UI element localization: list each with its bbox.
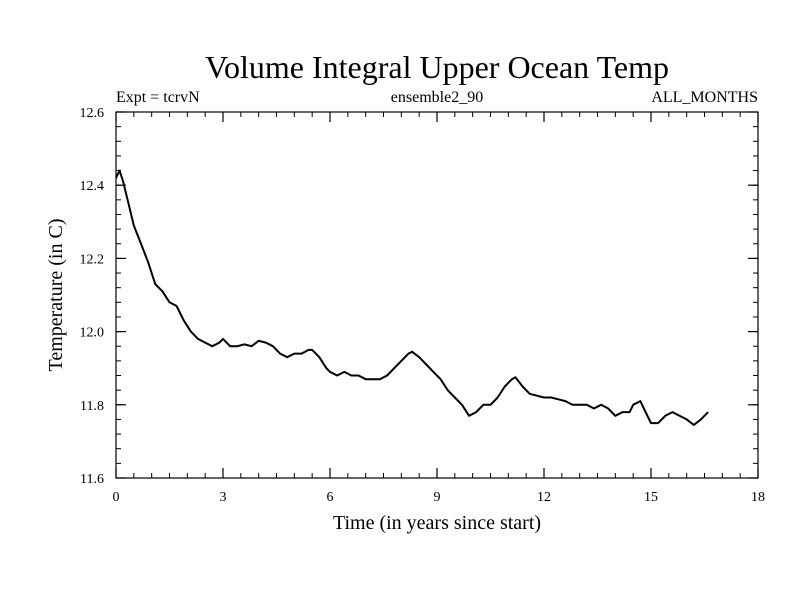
y-tick-label: 12.6 xyxy=(80,106,105,121)
x-tick-label: 0 xyxy=(113,490,120,505)
subtitle-experiment: Expt = tcrvN xyxy=(116,89,200,106)
x-tick-label: 15 xyxy=(644,490,658,505)
x-tick-label: 9 xyxy=(434,490,441,505)
y-tick-label: 11.6 xyxy=(80,472,104,487)
x-axis-label: Time (in years since start) xyxy=(333,512,541,534)
x-tick-label: 3 xyxy=(220,490,227,505)
subtitle-months: ALL_MONTHS xyxy=(651,89,758,106)
subtitle-ensemble: ensemble2_90 xyxy=(391,89,483,106)
x-tick-labels: 0 3 6 9 12 15 18 xyxy=(113,490,766,505)
y-tick-label: 12.2 xyxy=(80,252,105,267)
x-tick-label: 6 xyxy=(327,490,334,505)
y-tick-labels: 11.6 11.8 12.0 12.2 12.4 12.6 xyxy=(80,106,105,487)
x-tick-label: 18 xyxy=(751,490,765,505)
y-tick-label: 12.4 xyxy=(80,179,105,194)
chart-title: Volume Integral Upper Ocean Temp xyxy=(205,49,669,85)
y-tick-label: 11.8 xyxy=(80,399,104,414)
major-ticks xyxy=(115,111,759,479)
y-tick-label: 12.0 xyxy=(80,326,105,341)
minor-ticks xyxy=(115,111,759,479)
plot-frame xyxy=(115,111,759,479)
x-tick-label: 12 xyxy=(537,490,551,505)
y-axis-label: Temperature (in C) xyxy=(45,219,67,372)
temperature-series-line xyxy=(115,169,709,426)
